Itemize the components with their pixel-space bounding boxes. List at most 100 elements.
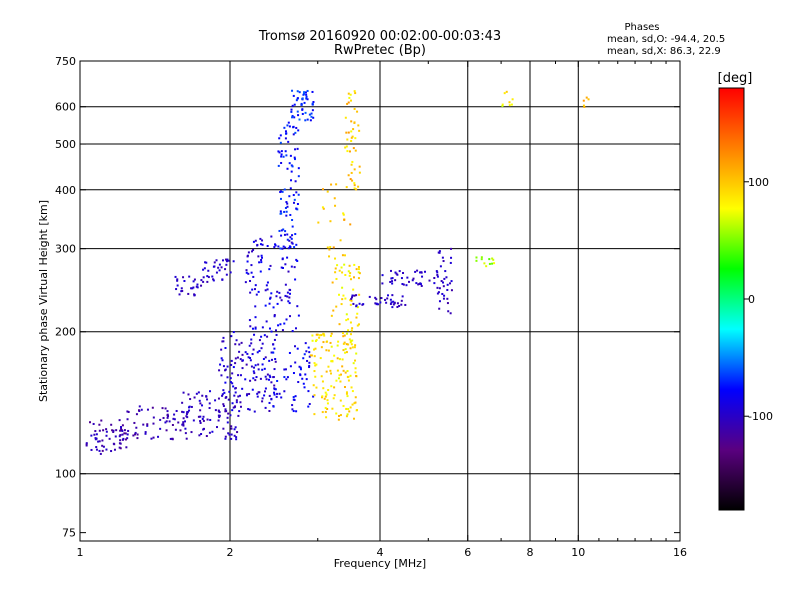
data-point <box>95 448 98 451</box>
data-point <box>342 213 345 216</box>
data-point <box>259 243 262 246</box>
data-point <box>280 396 283 399</box>
data-point <box>273 338 276 341</box>
data-point <box>108 437 111 440</box>
data-point <box>279 141 282 144</box>
data-point <box>297 114 300 117</box>
data-point <box>260 261 263 264</box>
data-point <box>255 376 258 379</box>
data-point <box>353 263 356 266</box>
data-point <box>274 388 277 391</box>
data-point <box>350 120 353 123</box>
data-point <box>346 370 349 373</box>
data-point <box>247 251 250 254</box>
data-point <box>352 128 355 131</box>
data-point <box>391 294 394 297</box>
data-point <box>208 431 211 434</box>
data-point <box>275 329 278 332</box>
data-point <box>342 369 345 372</box>
data-point <box>308 403 311 406</box>
chart-title: Tromsø 20160920 00:02:00-00:03:43 <box>258 29 501 44</box>
grid-lines <box>80 61 680 541</box>
y-tick-label: 750 <box>55 55 76 68</box>
data-point <box>400 299 403 302</box>
data-point <box>508 104 511 107</box>
data-point <box>249 357 252 360</box>
data-point <box>284 263 287 266</box>
data-point <box>249 279 252 282</box>
data-point <box>211 275 214 278</box>
data-point <box>305 378 308 381</box>
data-point <box>312 395 315 398</box>
data-point <box>286 167 289 170</box>
data-point <box>436 286 439 289</box>
data-point <box>254 284 257 287</box>
data-point <box>231 382 234 385</box>
data-point <box>219 363 222 366</box>
data-point <box>259 377 262 380</box>
data-point <box>377 303 380 306</box>
data-point <box>186 416 189 419</box>
data-point <box>232 385 235 388</box>
data-point <box>100 419 103 422</box>
data-point <box>259 270 262 273</box>
data-point <box>256 395 259 398</box>
data-point <box>101 449 104 452</box>
data-point <box>234 405 237 408</box>
data-point <box>311 90 314 93</box>
data-point <box>268 409 271 412</box>
data-point <box>245 394 248 397</box>
data-point <box>105 434 108 437</box>
data-point <box>280 229 283 232</box>
data-point <box>475 259 478 262</box>
data-point <box>348 96 351 99</box>
data-point <box>276 379 279 382</box>
data-point <box>178 293 181 296</box>
data-point <box>480 256 483 259</box>
data-point <box>174 275 177 278</box>
data-point <box>357 277 360 280</box>
data-point <box>226 421 229 424</box>
data-point <box>328 248 331 251</box>
data-point <box>164 421 167 424</box>
data-point <box>318 336 321 339</box>
data-point <box>202 280 205 283</box>
data-point <box>395 272 398 275</box>
data-point <box>136 437 139 440</box>
data-point <box>343 218 346 221</box>
data-point <box>250 271 253 274</box>
data-point <box>306 118 309 121</box>
data-point <box>344 371 347 374</box>
data-point <box>268 359 271 362</box>
data-point <box>172 417 175 420</box>
data-point <box>324 391 327 394</box>
data-point <box>241 367 244 370</box>
data-point <box>294 395 297 398</box>
data-point <box>263 334 266 337</box>
data-point <box>341 254 344 257</box>
data-point <box>126 410 129 413</box>
data-point <box>375 302 378 305</box>
data-point <box>390 301 393 304</box>
data-point <box>182 276 185 279</box>
data-point <box>280 266 283 269</box>
data-point <box>229 381 232 384</box>
data-point <box>221 359 224 362</box>
data-point <box>386 294 389 297</box>
data-point <box>315 339 318 342</box>
data-point <box>492 258 495 261</box>
data-point <box>273 391 276 394</box>
data-point <box>269 297 272 300</box>
data-point <box>251 327 254 330</box>
data-point <box>261 342 264 345</box>
data-point <box>394 279 397 282</box>
data-point <box>392 303 395 306</box>
data-point <box>374 302 377 305</box>
data-point <box>227 398 230 401</box>
data-point <box>224 396 227 399</box>
data-point <box>101 444 104 447</box>
data-point <box>288 351 291 354</box>
data-point <box>283 188 286 191</box>
data-point <box>305 93 308 96</box>
data-point <box>284 230 287 233</box>
